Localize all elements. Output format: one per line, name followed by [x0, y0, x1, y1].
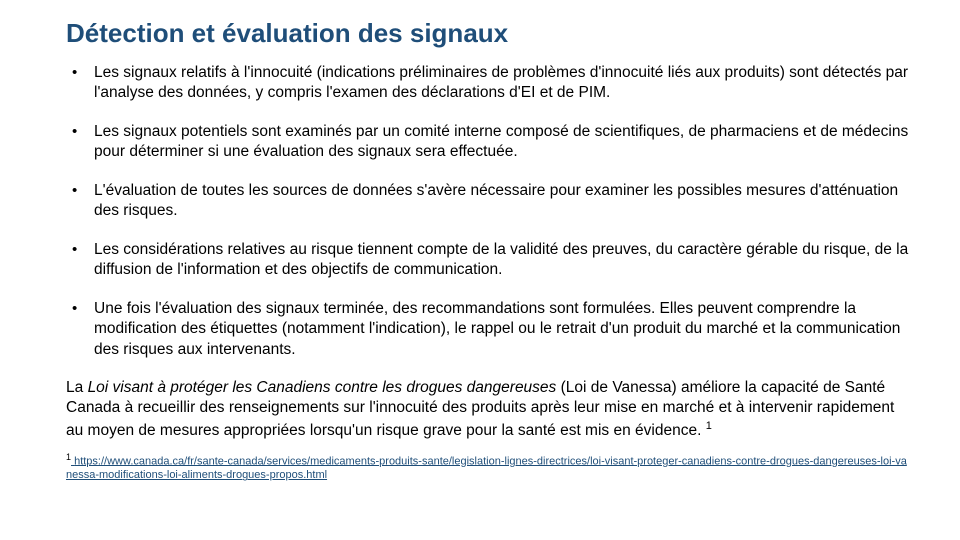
footnote-link[interactable]: https://www.canada.ca/fr/sante-canada/se… [66, 455, 907, 481]
bullet-item: L'évaluation de toutes les sources de do… [66, 181, 910, 222]
slide-title: Détection et évaluation des signaux [66, 18, 910, 49]
bullet-item: Les considérations relatives au risque t… [66, 240, 910, 281]
footnote-superscript: 1 [66, 452, 71, 464]
footnote: 1 https://www.canada.ca/fr/sante-canada/… [66, 452, 910, 483]
bullet-item: Une fois l'évaluation des signaux termin… [66, 299, 910, 360]
bullet-item: Les signaux relatifs à l'innocuité (indi… [66, 63, 910, 104]
slide-container: Détection et évaluation des signaux Les … [0, 0, 960, 540]
bullet-item: Les signaux potentiels sont examinés par… [66, 122, 910, 163]
paragraph-prefix: La [66, 379, 88, 396]
law-title-italic: Loi visant à protéger les Canadiens cont… [88, 379, 557, 396]
closing-paragraph: La Loi visant à protéger les Canadiens c… [66, 378, 910, 442]
bullet-list: Les signaux relatifs à l'innocuité (indi… [66, 63, 910, 360]
superscript-ref: 1 [706, 420, 712, 432]
